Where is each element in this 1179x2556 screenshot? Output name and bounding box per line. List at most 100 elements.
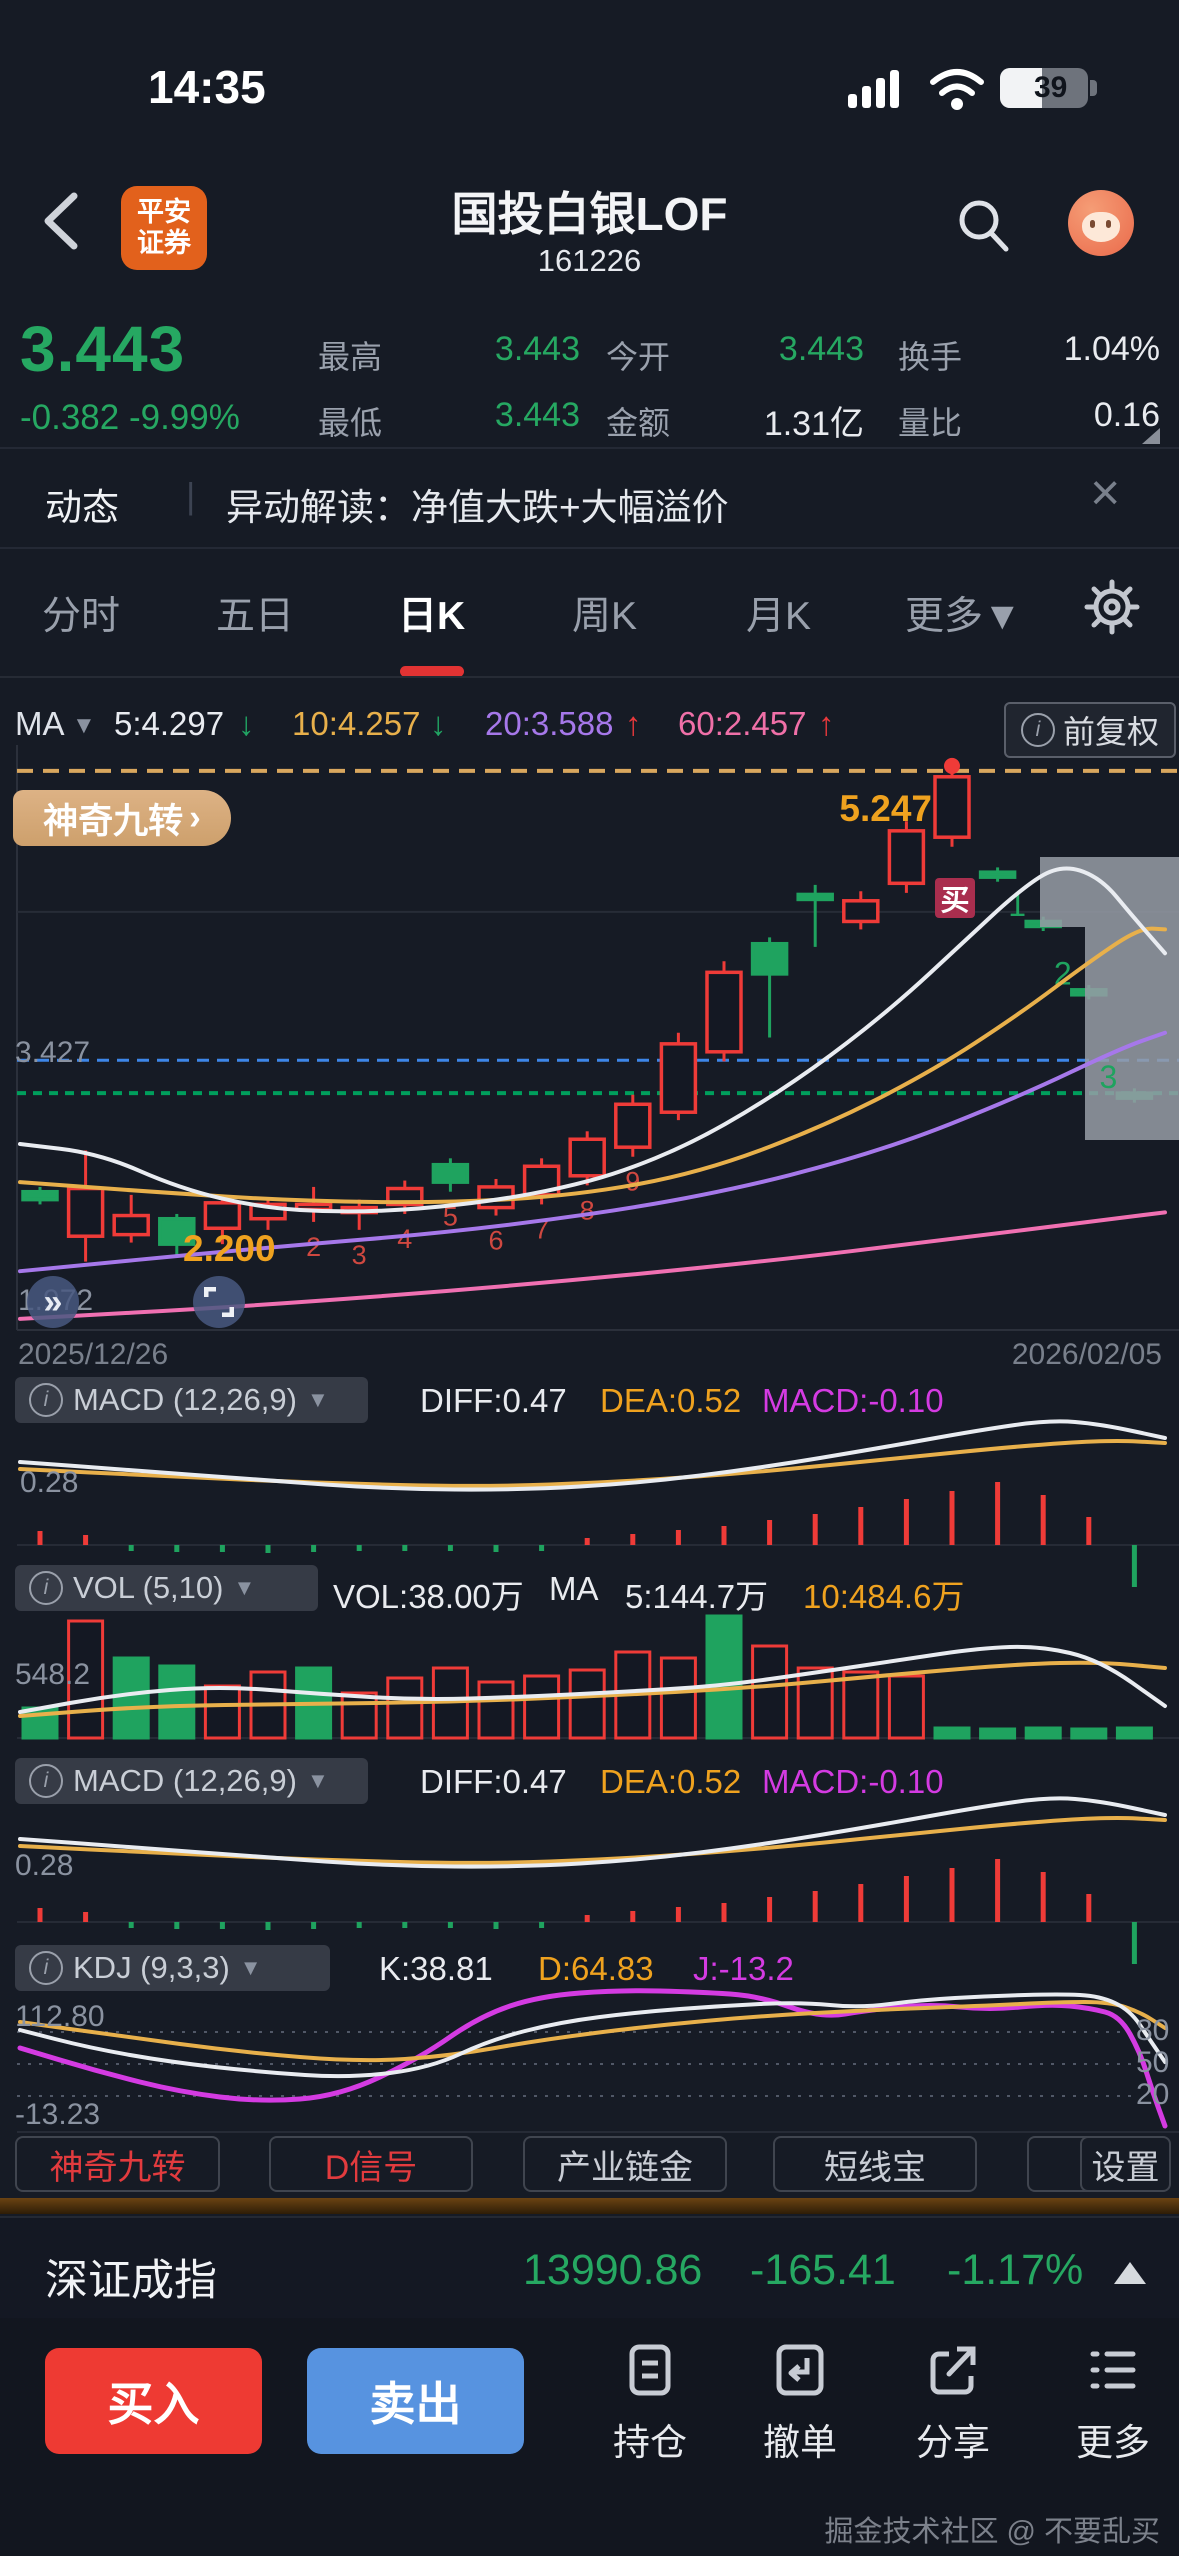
macd1-axis-label: 0.28 xyxy=(20,1466,79,1499)
vol-title: VOL (5,10) xyxy=(73,1570,224,1605)
positions-icon xyxy=(629,2344,671,2396)
cancel-order-icon xyxy=(776,2344,824,2396)
close-icon[interactable]: × xyxy=(1090,464,1121,522)
search-icon[interactable] xyxy=(955,196,1013,254)
footer-button-short-line[interactable]: 短线宝 xyxy=(773,2136,977,2192)
ma-label[interactable]: MA xyxy=(15,705,65,742)
info-icon: i xyxy=(29,1951,63,1985)
action-bar: 买入 卖出 持仓 撤单 分享 xyxy=(0,2318,1179,2556)
candlestick xyxy=(112,1213,150,1237)
macd-bar xyxy=(858,1507,864,1545)
macd-bar xyxy=(949,1491,955,1545)
high-price-label: 5.247 xyxy=(839,788,932,829)
collapse-panel-button[interactable]: » xyxy=(27,1276,79,1328)
candlestick xyxy=(1115,1091,1154,1100)
macd2-diff: DIFF:0.47 xyxy=(420,1763,567,1800)
battery-icon: 39 xyxy=(1000,68,1088,108)
chevron-down-icon: ▼ xyxy=(306,1768,329,1793)
footer-button-magic-nine[interactable]: 神奇九转 xyxy=(15,2136,220,2192)
kdj-title: KDJ (9,3,3) xyxy=(73,1950,230,1985)
magic-nine-count: 4 xyxy=(397,1224,412,1254)
sell-button[interactable]: 卖出 xyxy=(307,2348,524,2454)
macd-bar xyxy=(37,1908,43,1922)
candlestick xyxy=(1070,988,1108,997)
status-time: 14:35 xyxy=(148,61,266,113)
candlestick xyxy=(796,892,834,902)
logo-line1: 平安 xyxy=(137,196,191,227)
macd-bar xyxy=(1131,1922,1137,1964)
adjust-mode-button[interactable]: i 前复权 xyxy=(1004,702,1176,758)
positions-button[interactable]: 持仓 xyxy=(580,2342,720,2466)
volume-bar xyxy=(295,1666,333,1740)
gear-icon[interactable] xyxy=(1083,578,1141,636)
volume-bar xyxy=(386,1676,424,1740)
buy-button[interactable]: 买入 xyxy=(45,2348,262,2454)
vol-selector[interactable]: i VOL (5,10) ▼ xyxy=(15,1565,318,1611)
kdj-grid-50: 50 xyxy=(1136,2046,1170,2079)
magic-nine-count: 2 xyxy=(1054,956,1072,992)
candlestick xyxy=(386,1186,424,1207)
magic-nine-count: 3 xyxy=(1100,1059,1118,1095)
kdj-bottom-label: -13.23 xyxy=(15,2098,101,2131)
kdj-selector[interactable]: i KDJ (9,3,3) ▼ xyxy=(15,1945,330,1991)
macd-bar xyxy=(37,1531,43,1545)
macd-bar xyxy=(995,1482,1001,1545)
more-button[interactable]: 更多 xyxy=(1043,2342,1179,2466)
expand-corner-icon[interactable] xyxy=(1142,428,1160,444)
gray-overlay-box xyxy=(1085,927,1179,1140)
macd-bar xyxy=(493,1922,499,1929)
adjust-mode-label: 前复权 xyxy=(1062,714,1159,750)
avatar[interactable] xyxy=(1068,190,1134,256)
tab-more[interactable]: 更多▼ xyxy=(905,595,1022,638)
volume-bar xyxy=(523,1674,561,1740)
broker-logo: 平安 证券 xyxy=(121,186,207,270)
gray-overlay-box xyxy=(1040,857,1179,927)
tab-minute[interactable]: 分时 xyxy=(42,595,121,638)
macd-bar xyxy=(903,1876,909,1922)
battery-percent: 39 xyxy=(1034,71,1068,104)
volume-bar xyxy=(1024,1726,1062,1740)
macd-bar xyxy=(356,1545,362,1551)
share-icon xyxy=(930,2346,976,2395)
macd1-macd: MACD:-0.10 xyxy=(762,1382,944,1419)
candlestick xyxy=(522,1164,561,1197)
chevron-down-icon: ▼ xyxy=(233,1575,256,1600)
footer-button-industry-chain[interactable]: 产业链金 xyxy=(523,2136,727,2192)
magic-nine-label: 神奇九转 xyxy=(43,801,184,841)
stat-label-open: 今开 xyxy=(606,339,671,375)
cancel-order-button[interactable]: 撤单 xyxy=(730,2342,870,2466)
kdj-grid-80: 80 xyxy=(1136,2014,1170,2047)
tab-fiveday[interactable]: 五日 xyxy=(216,595,295,638)
news-banner[interactable]: 动态 | 异动解读：净值大跌+大幅溢价 × xyxy=(0,447,1179,549)
macd2-axis-label: 0.28 xyxy=(15,1849,74,1882)
last-price: 3.443 xyxy=(20,313,186,385)
candlestick xyxy=(659,1042,698,1114)
macd2-selector[interactable]: i MACD (12,26,9) ▼ xyxy=(15,1758,368,1804)
volume-bar xyxy=(431,1666,469,1740)
stat-label-volratio: 量比 xyxy=(898,405,963,441)
tab-weekly-k[interactable]: 周K xyxy=(572,595,638,638)
stat-value-open: 3.443 xyxy=(778,330,864,368)
magic-nine-badge[interactable]: 神奇九转 › xyxy=(13,790,231,846)
kdj-k: K:38.81 xyxy=(379,1950,493,1987)
ma60-value: 60:2.457 xyxy=(678,705,807,742)
collapse-up-icon[interactable] xyxy=(1114,2262,1146,2284)
date-end: 2026/02/05 xyxy=(1011,1338,1162,1371)
footer-button-d-signal[interactable]: D信号 xyxy=(269,2136,473,2192)
volume-bar xyxy=(477,1680,515,1740)
magic-nine-count: 5 xyxy=(443,1202,458,1232)
footer-button-settings[interactable]: 设置 xyxy=(1080,2136,1171,2192)
back-icon[interactable] xyxy=(40,190,80,252)
volume-bar xyxy=(979,1727,1017,1740)
share-button[interactable]: 分享 xyxy=(883,2342,1023,2466)
macd1-selector[interactable]: i MACD (12,26,9) ▼ xyxy=(15,1377,368,1423)
index-bar[interactable]: 深证成指 13990.86 -165.41 -1.17% xyxy=(0,2216,1179,2322)
candlestick xyxy=(614,1102,652,1149)
tab-monthly-k[interactable]: 月K xyxy=(746,595,812,638)
banner-tag: 动态 xyxy=(45,487,119,528)
macd-bar xyxy=(219,1545,225,1552)
candlestick xyxy=(750,941,789,976)
tab-daily-k[interactable]: 日K xyxy=(398,595,466,638)
divider xyxy=(0,676,1179,678)
fullscreen-button[interactable] xyxy=(193,1276,245,1328)
